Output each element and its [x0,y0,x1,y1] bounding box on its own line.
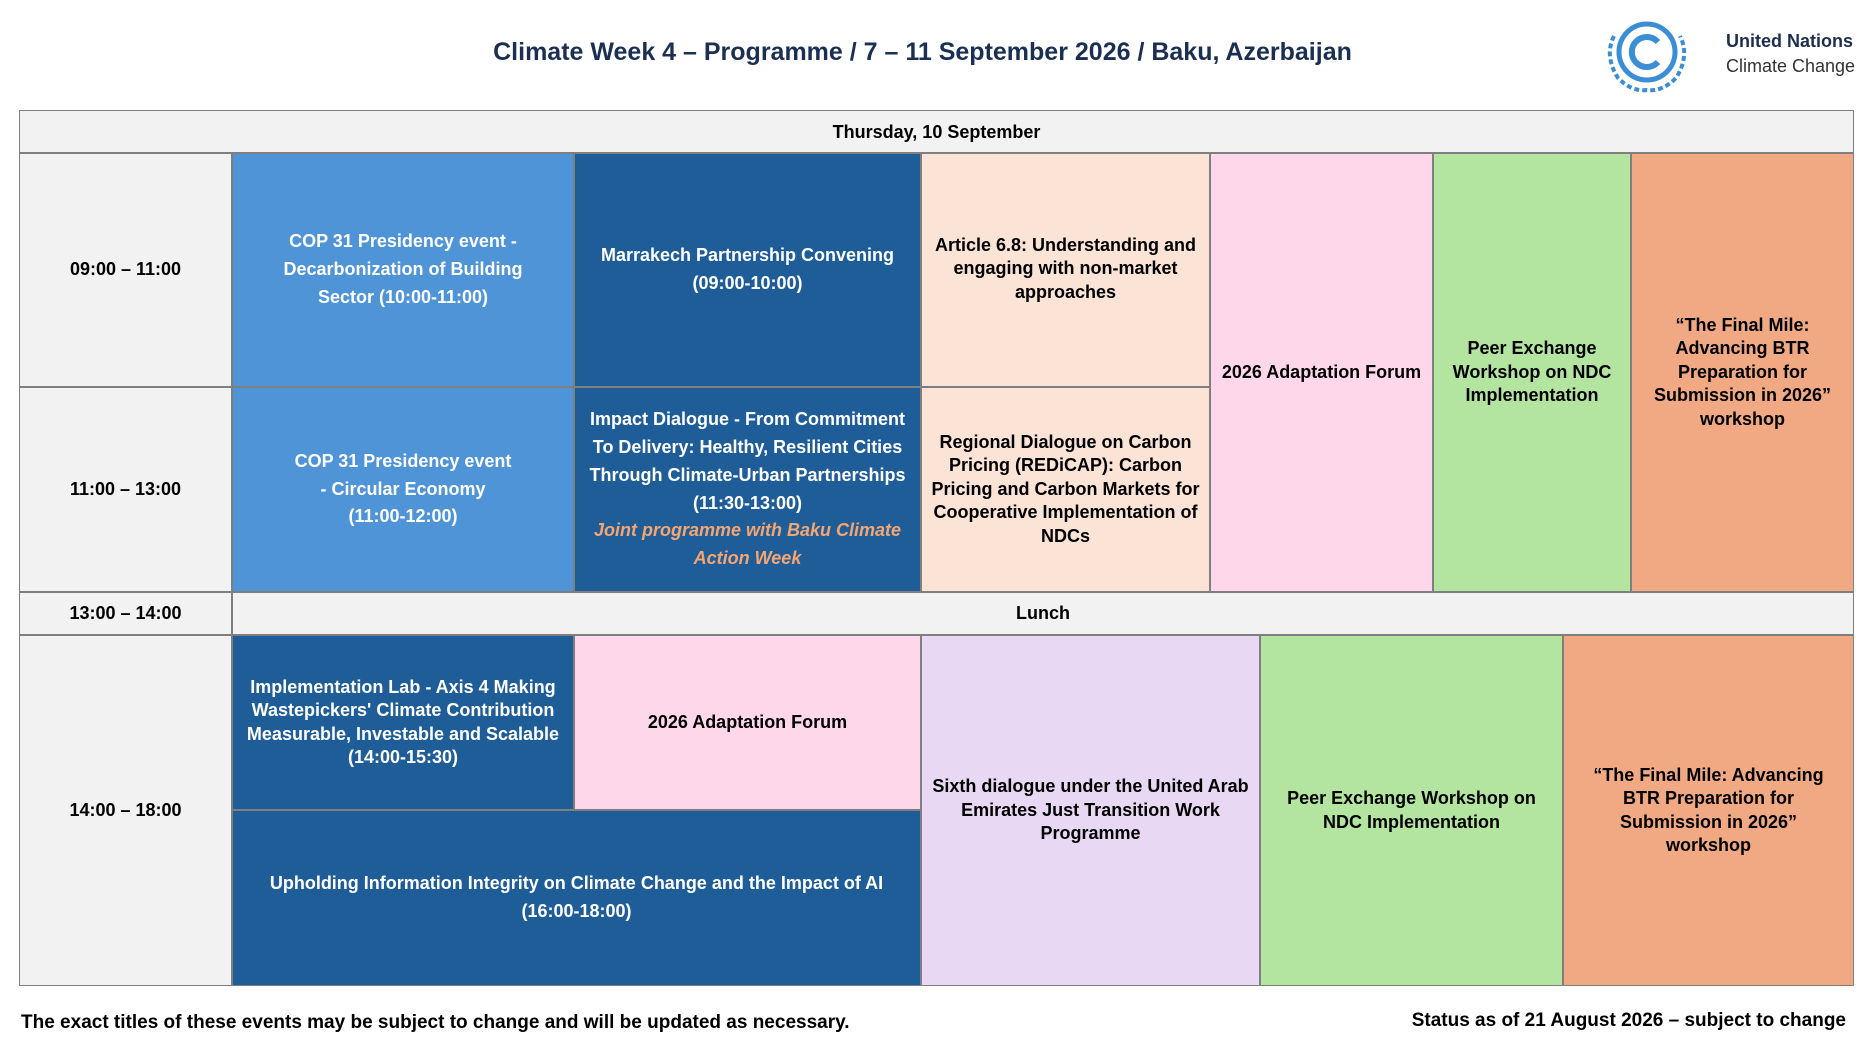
session-title: Peer Exchange Workshop on NDC Implementa… [1452,338,1612,406]
org-name: United Nations [1726,31,1854,51]
session-title: 2026 Adaptation Forum [647,711,848,732]
session-title: Article 6.8: Understanding and engaging … [934,235,1197,302]
session: Sixth dialogue under the United Arab Emi… [921,635,1260,986]
session-time: (16:00-18:00) [521,901,632,921]
un-logo [1607,21,1687,93]
session: COP 31 Presidency event - Circular Econo… [232,387,574,592]
session-title: Impact Dialogue - From Commitment To Del… [589,408,906,485]
session: 2026 Adaptation Forum [1210,153,1433,592]
footer-note: The exact titles of these events may be … [21,1012,850,1033]
session-title: Sixth dialogue under the United Arab Emi… [932,776,1249,844]
session-title: COP 31 Presidency event - Decarbonizatio… [283,231,523,307]
session-title: COP 31 Presidency event - Circular Econo… [294,450,512,499]
session-title: Upholding Information Integrity on Clima… [269,873,884,894]
session-note: Joint programme with Baku Climate Action… [593,520,902,569]
session: 2026 Adaptation Forum [574,635,921,810]
time-slot: 09:00 – 11:00 [19,153,232,387]
time-slot: 11:00 – 13:00 [19,387,232,592]
footer-status: Status as of 21 August 2026 – subject to… [1411,1010,1846,1031]
session-title: Peer Exchange Workshop on NDC Implementa… [1287,788,1536,832]
session: Implementation Lab - Axis 4 Making Waste… [232,635,574,810]
session-title: “The Final Mile: Advancing BTR Preparati… [1593,764,1824,855]
session: Article 6.8: Understanding and engaging … [921,153,1210,387]
session: Upholding Information Integrity on Clima… [232,810,921,986]
time-slot: 13:00 – 14:00 [19,592,232,635]
session: Marrakech Partnership Convening (09:00-10… [574,153,921,387]
session: “The Final Mile: Advancing BTR Preparati… [1563,635,1854,986]
session-time: (11:00-12:00) [348,506,458,527]
day-header: Thursday, 10 September [19,110,1854,153]
session: Impact Dialogue - From Commitment To Del… [574,387,921,592]
session-time: (11:30-13:00) [692,492,803,513]
session: Peer Exchange Workshop on NDC Implementa… [1260,635,1563,986]
session-title: Regional Dialogue on Carbon Pricing (RED… [931,432,1200,546]
time-slot: 14:00 – 18:00 [19,635,232,986]
session-time: (14:00-15:30) [347,746,459,767]
session: Regional Dialogue on Carbon Pricing (RED… [921,387,1210,592]
page-title: Climate Week 4 – Programme / 7 – 11 Sept… [493,38,1352,66]
session-title: 2026 Adaptation Forum [1221,361,1422,382]
session-title: “The Final Mile: Advancing BTR Preparati… [1653,315,1832,429]
org-subname: Climate Change [1726,56,1856,76]
session-time: (09:00-10:00) [692,273,803,293]
session-title: Implementation Lab - Axis 4 Making Waste… [246,676,560,744]
session: “The Final Mile: Advancing BTR Preparati… [1631,153,1854,592]
session-title: Marrakech Partnership Convening [600,245,895,266]
session: COP 31 Presidency event - Decarbonizatio… [232,153,574,387]
lunch-row: Lunch [232,592,1854,635]
session: Peer Exchange Workshop on NDC Implementa… [1433,153,1631,592]
